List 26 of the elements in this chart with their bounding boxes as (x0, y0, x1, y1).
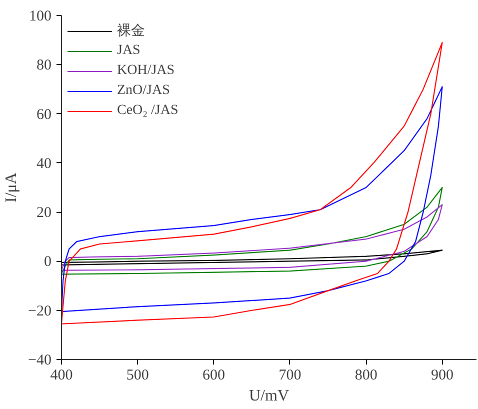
x-tick-label: 700 (278, 368, 302, 384)
y-tick-label: −40 (28, 352, 52, 368)
x-tick-label: 900 (430, 368, 454, 384)
legend-label: KOH/JAS (117, 62, 175, 80)
legend-label: JAS (117, 42, 140, 60)
line-series (62, 86, 443, 312)
y-tick-label: 20 (36, 205, 52, 222)
y-tick-label: 80 (36, 58, 52, 74)
line-series (62, 250, 443, 266)
y-tick-label: −20 (28, 303, 52, 320)
line-series (62, 186, 443, 275)
y-axis-title: I/μA (3, 172, 20, 202)
legend-label: 裸金 (117, 22, 145, 40)
line-series (62, 42, 443, 324)
x-axis-title: U/mV (249, 388, 290, 404)
y-tick-label: 100 (29, 8, 52, 24)
legend-label: ZnO/JAS (117, 82, 170, 100)
x-tick-label: 800 (354, 368, 378, 384)
x-tick-label: 600 (202, 368, 226, 384)
x-tick-label: 400 (50, 368, 73, 384)
y-tick-label: 40 (36, 156, 52, 172)
x-tick-label: 500 (126, 368, 149, 384)
y-tick-label: 60 (36, 106, 52, 123)
line-series (62, 204, 443, 271)
y-tick-label: 0 (44, 254, 52, 270)
legend-label: CeO₂ /JAS (117, 102, 178, 120)
